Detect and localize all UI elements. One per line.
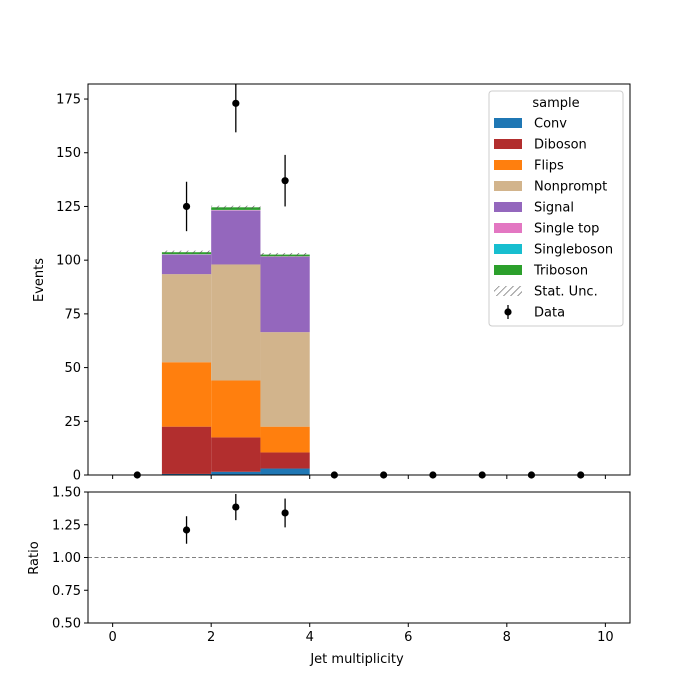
ratio-point-2 [281,509,289,517]
legend-label-diboson: Diboson [534,138,587,153]
legend-label-data: Data [534,306,565,321]
bar-flips-bin-2 [211,380,261,438]
legend-label-triboson: Triboson [533,264,588,279]
ratio-y-axis-label: Ratio [27,541,42,574]
main-y-ticks: 0 25 50 75 100 125 150 175 [56,93,88,484]
main-panel: 0 25 50 75 100 125 150 175 Events sample Conv Di… [32,83,631,484]
bar-signal-bin-2 [211,210,261,265]
legend-swatch-conv [494,118,522,128]
ratio-y-ticks: 0.50 0.75 1.00 1.25 1.50 [52,486,88,632]
legend-items: Conv Diboson Flips Nonprompt Signal Single to… [494,117,613,321]
legend-swatch-flips [494,160,522,170]
bar-nonprompt-bin-3 [260,332,310,427]
ratio-y-tick-label-3: 1.25 [52,518,81,533]
ratio-x-tick-label-3: 6 [404,630,412,645]
legend-marker-data [504,308,512,316]
main-x-ticks [112,475,606,479]
main-plot-frame [87,83,631,476]
ratio-x-tick-label-4: 8 [503,630,511,645]
ratio-point-1 [232,503,240,511]
stat-unc-band-bin-2 [211,205,261,209]
ratio-y-tick-label-4: 1.50 [52,486,81,501]
ratio-y-tick-label-1: 0.75 [52,584,81,599]
bar-diboson-bin-3 [260,452,310,469]
legend-swatch-diboson [494,139,522,149]
ratio-x-tick-label-0: 0 [108,630,116,645]
data-point-3 [281,177,289,185]
x-axis-label: Jet multiplicity [309,652,404,667]
main-y-tick-label-6: 150 [56,146,81,161]
main-y-tick-label-1: 25 [64,415,81,430]
ratio-y-tick-label-0: 0.50 [52,617,81,632]
legend-label-flips: Flips [534,159,564,174]
bar-conv-bin-2 [211,471,261,475]
legend-title: sample [532,96,579,111]
legend-box [488,90,624,327]
stat-unc-band-bin-1 [161,250,212,254]
legend-swatch-nonprompt [494,181,522,191]
ratio-x-tick-label-2: 4 [306,630,314,645]
main-y-tick-label-4: 100 [56,254,81,269]
main-y-tick-label-0: 0 [73,469,81,484]
bar-diboson-bin-1 [161,426,212,474]
data-point-1 [182,202,191,211]
legend: sample Conv Diboson Flips Nonprompt Signal Si… [488,90,624,327]
ratio-y-tick-label-2: 1.00 [52,551,81,566]
ratio-x-tick-label-5: 10 [597,630,614,645]
main-y-tick-label-5: 125 [56,200,81,215]
ratio-panel: 0 2 4 6 8 10 0.50 0.75 1.00 1.25 1.50 Ratio Jet m… [27,486,631,667]
legend-swatch-triboson [494,265,522,275]
bar-diboson-bin-2 [211,437,261,472]
bar-signal-bin-3 [260,256,310,333]
bar-single-top-bin-2 [211,210,261,211]
ratio-x-ticks: 0 2 4 6 8 10 [108,623,614,645]
main-y-tick-label-3: 75 [64,307,81,322]
bar-conv-bin-1 [161,473,212,475]
main-y-tick-label-7: 175 [56,93,81,108]
legend-swatch-singleboson [494,244,522,254]
legend-label-singleboson: Singleboson [534,243,613,258]
ratio-x-tick-label-1: 2 [207,630,215,645]
legend-label-conv: Conv [534,117,567,132]
bar-nonprompt-bin-1 [161,274,212,363]
main-y-tick-label-2: 50 [64,361,81,376]
stat-unc-band-bin-3 [260,252,310,257]
bar-nonprompt-bin-2 [211,264,261,381]
main-bars [161,207,310,475]
bar-flips-bin-1 [161,362,212,427]
legend-label-single-top: Single top [534,222,599,237]
ratio-points [182,493,289,544]
main-y-axis-label: Events [32,258,47,302]
legend-swatch-stat-unc- [494,286,522,296]
legend-label-stat-unc-: Stat. Unc. [534,285,598,300]
legend-label-signal: Signal [534,201,574,216]
legend-label-nonprompt: Nonprompt [534,180,607,195]
bar-signal-bin-1 [161,254,212,275]
ratio-point-0 [182,526,191,534]
legend-swatch-single-top [494,223,522,233]
legend-swatch-signal [494,202,522,212]
bar-flips-bin-3 [260,426,310,453]
stat-uncertainty-bands [161,205,310,257]
data-point-2 [232,99,240,107]
bar-conv-bin-3 [260,468,310,475]
